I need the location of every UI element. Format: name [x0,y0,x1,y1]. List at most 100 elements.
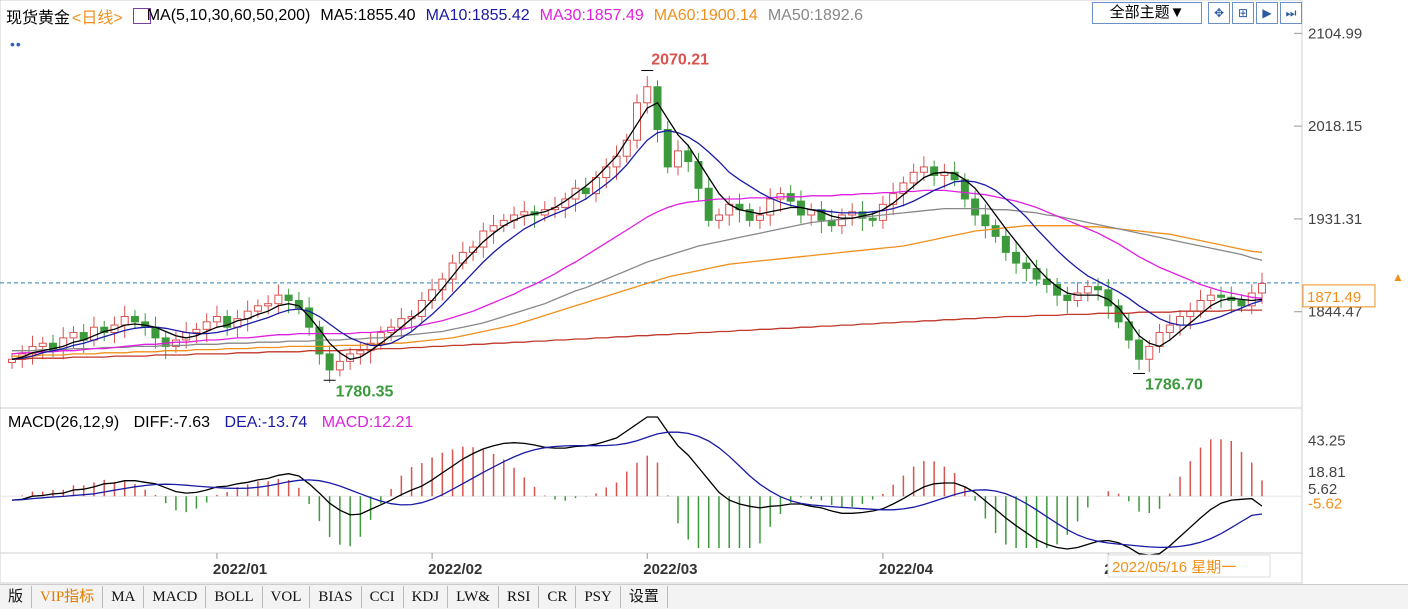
price-tick-label: 1844.47 [1308,304,1362,321]
candle-body [1032,267,1041,280]
settings-dots-icon[interactable]: •• [10,36,22,52]
low-price-label: 1780.35 [336,383,394,400]
candle-body [100,326,109,334]
candle-body [653,86,662,131]
candle-body [899,182,908,195]
candle-body [1186,310,1195,318]
chart-frame [0,0,1303,584]
tab-ban[interactable]: 版 [0,586,33,608]
candle-body [417,299,426,318]
tab-lw[interactable]: LW& [448,586,499,608]
tab-vip[interactable]: VIP指标 [32,586,104,608]
date-tick-label: 2022/02 [428,561,482,578]
tab-cr[interactable]: CR [539,586,577,608]
candle-body [1176,316,1185,326]
candle-body [1094,286,1103,291]
candle-body [766,198,775,216]
candle-body [428,289,437,301]
candle-body [38,342,47,347]
ma60-line [12,225,1263,357]
candle-body [684,150,693,163]
macd-tick-label: 43.25 [1308,432,1346,449]
fast-forward-icon[interactable]: ⏭ [1280,2,1302,24]
ma10-value: MA10:1855.42 [425,7,530,24]
tab-cci[interactable]: CCI [362,586,404,608]
tab-rsi[interactable]: RSI [499,586,540,608]
current-price-label: 1871.49 [1307,289,1361,306]
candle-body [981,214,990,227]
candle-body [878,203,887,221]
tab-bias[interactable]: BIAS [310,586,362,608]
tab-psy[interactable]: PSY [576,586,621,608]
candle-body [1001,235,1010,253]
symbol-label: 现货黄金 [6,10,71,27]
ma30-line [11,189,1263,355]
move-icon[interactable]: ✥ [1208,2,1230,24]
candle-body [1206,294,1215,301]
macd-tick-label: 18.81 [1308,464,1346,481]
candle-body [755,214,764,221]
candle-body [745,209,754,221]
ma30-value: MA30:1857.49 [539,7,644,24]
candle-body [663,129,672,168]
ma50-value: MA50:1892.6 [767,7,863,24]
macd-dea: DEA:-13.74 [224,414,308,431]
candle-body [1073,292,1082,301]
macd-value: MACD:12.21 [321,414,414,431]
candle-body [69,332,78,339]
tab-macd[interactable]: MACD [144,586,207,608]
candle-body [971,198,980,216]
candle-body [489,225,498,232]
ma60-value: MA60:1900.14 [653,7,758,24]
candle-body [714,214,723,221]
candle-body [284,294,293,301]
current-price-marker-icon: ▲ [1392,270,1404,284]
chart-header: 现货黄金 <日线> MA(5,10,30,60,50,200) MA5:1855… [6,4,873,28]
theme-dropdown[interactable]: 全部主题▼ [1092,2,1202,24]
cursor-date-label: 2022/05/16 星期一 [1112,559,1236,576]
candle-body [1145,345,1154,360]
candle-body [182,332,191,341]
candle-body [622,139,631,157]
candle-body [633,102,641,141]
candle-body [1196,299,1205,312]
cursor-date-box [1107,554,1271,578]
candle-body [356,350,365,355]
tab-ma[interactable]: MA [103,586,145,608]
indicator-tabs: 版 VIP指标 MA MACD BOLL VOL BIAS CCI KDJ LW… [0,584,1408,609]
candle-body [130,316,139,323]
period-label[interactable]: <日线> [72,10,123,27]
candle-body [868,217,877,221]
candle-body [909,171,918,184]
macd-dea-line [11,431,1263,549]
candle-body [274,294,283,305]
macd-title: MACD(26,12,9) [8,414,120,431]
candle-body [202,321,211,330]
candle-body [335,360,344,371]
candle-body [161,337,170,347]
candle-body [919,166,928,173]
tab-settings[interactable]: 设置 [621,586,668,608]
candle-body [120,316,129,326]
macd-header: MACD(26,12,9) DIFF:-7.63 DEA:-13.74 MACD… [8,414,423,432]
tab-vol[interactable]: VOL [263,586,311,608]
step-forward-icon[interactable]: ▶ [1256,2,1278,24]
candle-body [192,328,201,334]
price-tick-label: 1931.31 [1308,211,1362,228]
candle-body [264,303,273,307]
candle-body [294,299,303,309]
tab-kdj[interactable]: KDJ [404,586,449,608]
candle-body [520,211,529,216]
candle-body [305,307,314,328]
candle-body [1165,324,1174,334]
low-price-label: 1786.70 [1145,376,1203,393]
candle-body [1258,282,1266,294]
tab-boll[interactable]: BOLL [206,586,263,608]
candle-body [253,305,262,312]
zoom-in-icon[interactable]: ⊞ [1232,2,1254,24]
candle-body [837,214,846,227]
candle-body [212,316,221,323]
candle-body [960,179,969,200]
date-tick-label: 2022/03 [643,561,697,578]
